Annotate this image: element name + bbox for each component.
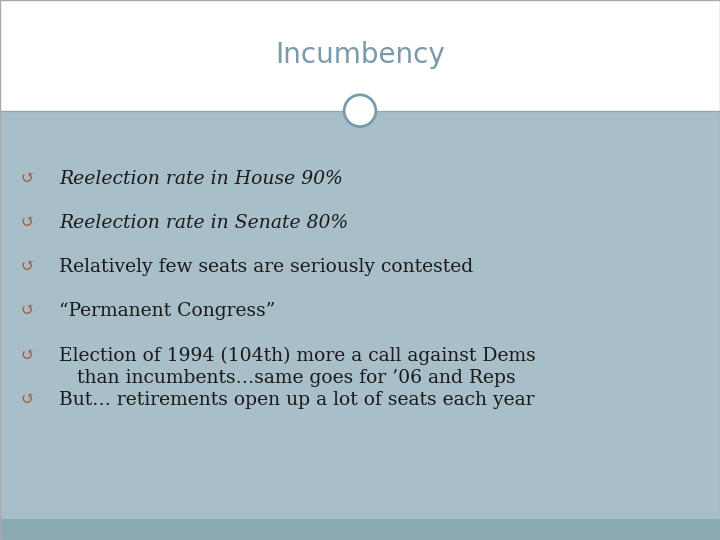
Text: ↺: ↺ [20, 302, 34, 320]
Text: Reelection rate in House 90%: Reelection rate in House 90% [59, 170, 343, 188]
Text: ↺: ↺ [20, 347, 34, 363]
Text: Relatively few seats are seriously contested: Relatively few seats are seriously conte… [59, 258, 473, 276]
Bar [0, 519, 720, 540]
Text: ↺: ↺ [20, 170, 34, 187]
Text: ↺: ↺ [20, 258, 34, 275]
Bar [0, 0, 720, 111]
Text: But… retirements open up a lot of seats each year: But… retirements open up a lot of seats … [59, 391, 534, 409]
Text: ↺: ↺ [20, 214, 34, 231]
Ellipse shape [344, 95, 376, 126]
Text: Incumbency: Incumbency [275, 42, 445, 69]
Text: Election of 1994 (104th) more a call against Dems
   than incumbents…same goes f: Election of 1994 (104th) more a call aga… [59, 347, 536, 387]
Text: “Permanent Congress”: “Permanent Congress” [59, 302, 275, 320]
Text: Reelection rate in Senate 80%: Reelection rate in Senate 80% [59, 214, 348, 232]
Text: ↺: ↺ [20, 391, 34, 408]
Bar [0, 111, 720, 519]
